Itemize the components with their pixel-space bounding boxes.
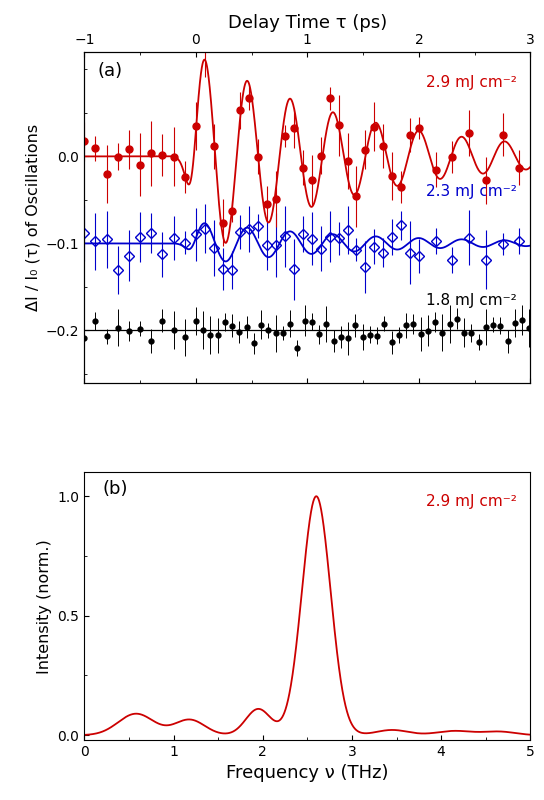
Text: 2.3 mJ cm⁻²: 2.3 mJ cm⁻² bbox=[426, 184, 517, 199]
Text: 2.9 mJ cm⁻²: 2.9 mJ cm⁻² bbox=[426, 75, 517, 90]
Text: (a): (a) bbox=[98, 62, 123, 80]
Y-axis label: ΔI / I₀ (τ) of Oscillations: ΔI / I₀ (τ) of Oscillations bbox=[25, 124, 40, 311]
X-axis label: Delay Time τ (ps): Delay Time τ (ps) bbox=[228, 14, 387, 31]
X-axis label: Frequency ν (THz): Frequency ν (THz) bbox=[226, 765, 388, 782]
Text: 2.9 mJ cm⁻²: 2.9 mJ cm⁻² bbox=[426, 494, 517, 509]
Y-axis label: Intensity (norm.): Intensity (norm.) bbox=[37, 539, 52, 674]
Text: (b): (b) bbox=[102, 480, 128, 498]
Text: 1.8 mJ cm⁻²: 1.8 mJ cm⁻² bbox=[426, 294, 517, 308]
